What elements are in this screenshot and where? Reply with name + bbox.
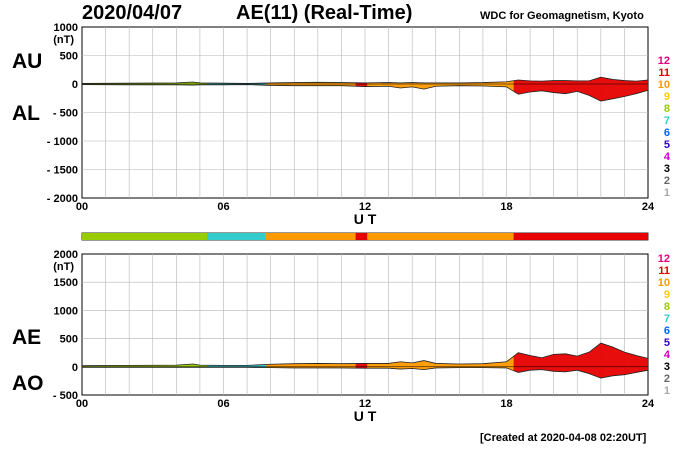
legend-level-label: 8 [664,103,670,115]
activity-bar-segment [265,233,356,240]
ae-label: AE [12,326,42,349]
lower-envelope-line [82,366,649,379]
x-tick-label: 00 [76,398,88,410]
y-unit-label: (nT) [53,34,74,46]
y-tick-label: 0 [72,79,78,91]
legend-level-label: 5 [664,337,670,349]
activity-area [513,77,648,102]
activity-area [82,82,207,86]
legend-level-label: 11 [658,67,670,79]
x-tick-label: 06 [217,201,229,213]
activity-bar-segment [367,233,514,240]
legend-level-label: 2 [664,175,670,187]
y-tick-label: 1000 [54,305,78,317]
legend-level-label: 3 [664,163,670,175]
legend-level-label: 9 [664,91,670,103]
upper-envelope-line [81,76,649,84]
y-tick-label: 1000 [54,22,78,34]
legend-level-label: 6 [664,127,670,139]
al-label: AL [12,102,40,125]
x-tick-label: 18 [500,398,512,410]
lower-envelope-line [81,84,649,102]
y-tick-label: - 1500 [47,165,78,177]
legend-level-label: 12 [658,253,670,265]
legend-level-label: 6 [664,325,670,337]
activity-bar-segment [513,233,648,240]
activity-area [355,363,368,369]
activity-area [367,356,514,371]
legend-level-label: 8 [664,301,670,313]
credit-text: WDC for Geomagnetism, Kyoto [480,10,644,22]
legend-level-label: 12 [658,55,670,67]
y-tick-label: 0 [72,362,78,374]
activity-bar-segment [206,233,266,240]
legend-level-label: 3 [664,361,670,373]
y-tick-label: 2000 [54,249,78,261]
x-axis-title: U T [354,408,377,424]
legend-level-label: 4 [664,349,671,361]
y-tick-label: - 500 [53,390,78,402]
ao-label: AO [12,372,44,395]
legend-level-label: 2 [664,373,670,385]
legend-level-label: 4 [664,151,671,163]
legend-level-label: 7 [664,115,670,127]
x-tick-label: 00 [76,201,88,213]
activity-bar-segment [82,233,207,240]
x-tick-label: 12 [359,398,371,410]
x-tick-label: 18 [500,201,512,213]
legend-level-label: 11 [658,265,670,277]
legend-level-label: 7 [664,313,670,325]
upper-envelope-line [81,342,649,367]
activity-bar-segment [355,233,368,240]
activity-area [355,82,368,87]
y-tick-label: - 1000 [47,136,78,148]
chart-title: AE(11) (Real-Time) [236,2,413,24]
y-unit-label: (nT) [53,261,74,273]
x-tick-label: 24 [642,398,655,410]
y-tick-label: - 2000 [47,193,78,205]
y-tick-label: 1500 [54,277,78,289]
legend-level-label: 1 [664,187,670,199]
x-axis-title: U T [354,211,377,227]
legend-level-label: 9 [664,289,670,301]
legend-level-label: 5 [664,139,670,151]
legend-level-label: 1 [664,385,670,397]
legend-level-label: 10 [658,79,670,91]
au-label: AU [12,50,43,73]
activity-area [513,343,648,379]
x-tick-label: 24 [642,201,655,213]
legend-level-label: 10 [658,277,670,289]
y-tick-label: 500 [60,51,78,63]
created-timestamp: [Created at 2020-04-08 02:20UT] [480,432,647,444]
x-tick-label: 12 [359,201,371,213]
y-tick-label: 500 [60,334,78,346]
chart-date: 2020/04/07 [82,2,183,24]
x-tick-label: 06 [217,398,229,410]
y-tick-label: - 500 [53,108,78,120]
